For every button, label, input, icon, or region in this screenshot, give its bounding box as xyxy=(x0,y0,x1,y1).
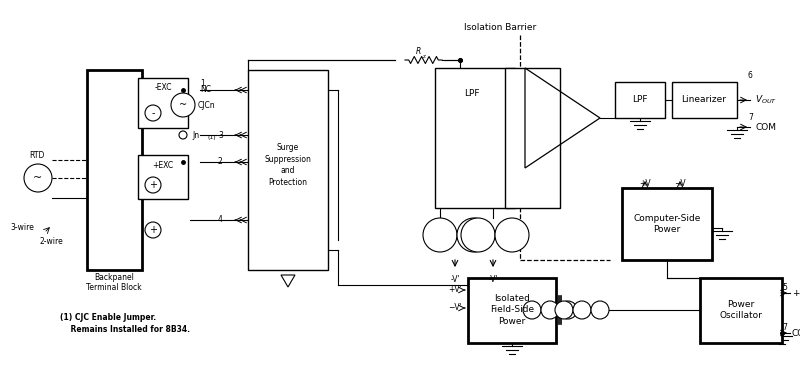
Text: −V': −V' xyxy=(448,304,462,312)
Bar xyxy=(505,68,560,208)
Text: COM: COM xyxy=(792,329,800,337)
Circle shape xyxy=(145,177,161,193)
Text: LPF: LPF xyxy=(632,96,648,105)
Text: R: R xyxy=(415,47,421,57)
Bar xyxy=(672,82,737,118)
Text: -EXC: -EXC xyxy=(154,84,172,92)
Text: 7: 7 xyxy=(782,322,787,332)
Circle shape xyxy=(559,301,577,319)
Text: CJCn: CJCn xyxy=(198,100,216,110)
Bar xyxy=(445,75,500,113)
Text: ~: ~ xyxy=(179,100,187,110)
Bar xyxy=(87,70,142,270)
Text: 1: 1 xyxy=(200,78,205,88)
Text: (1): (1) xyxy=(207,134,216,139)
Text: −V: −V xyxy=(674,178,686,188)
Text: 3-wire: 3-wire xyxy=(10,223,34,233)
Circle shape xyxy=(495,218,529,252)
Circle shape xyxy=(457,218,491,252)
Bar xyxy=(248,70,328,270)
Text: Backpanel: Backpanel xyxy=(94,273,134,283)
Text: 2: 2 xyxy=(218,158,222,166)
Bar xyxy=(435,68,515,208)
Circle shape xyxy=(591,301,609,319)
Circle shape xyxy=(423,218,457,252)
Text: -V': -V' xyxy=(488,276,498,284)
Text: +: + xyxy=(149,180,157,190)
Circle shape xyxy=(171,93,195,117)
Circle shape xyxy=(573,301,591,319)
Bar xyxy=(468,278,556,343)
Circle shape xyxy=(24,164,52,192)
Bar xyxy=(138,78,188,128)
Text: -V': -V' xyxy=(450,276,460,284)
Text: Isolated
Field-Side
Power: Isolated Field-Side Power xyxy=(490,294,534,326)
Text: 7: 7 xyxy=(748,113,753,123)
Text: Linearizer: Linearizer xyxy=(682,96,726,105)
Text: NC: NC xyxy=(200,85,211,95)
Text: Computer-Side
Power: Computer-Side Power xyxy=(634,214,701,234)
Text: Surge
Suppression
and
Protection: Surge Suppression and Protection xyxy=(265,143,311,187)
Text: 6: 6 xyxy=(748,71,753,81)
Bar xyxy=(138,155,188,199)
Text: z: z xyxy=(422,54,426,59)
Text: LPF: LPF xyxy=(464,89,480,99)
Text: Terminal Block: Terminal Block xyxy=(86,283,142,293)
Circle shape xyxy=(461,218,495,252)
Text: COM: COM xyxy=(755,123,776,131)
Text: -: - xyxy=(151,108,154,118)
Text: Jn: Jn xyxy=(192,131,199,139)
Text: (1) CJC Enable Jumper.: (1) CJC Enable Jumper. xyxy=(60,314,156,322)
Text: Isolation Barrier: Isolation Barrier xyxy=(464,24,536,32)
Text: Remains Installed for 8B34.: Remains Installed for 8B34. xyxy=(60,326,190,335)
Text: +: + xyxy=(149,225,157,235)
Text: +V': +V' xyxy=(448,286,462,294)
Text: 5: 5 xyxy=(782,283,787,291)
Bar xyxy=(700,278,782,343)
Text: 2-wire: 2-wire xyxy=(40,237,64,247)
Circle shape xyxy=(179,131,187,139)
Text: +5VDC: +5VDC xyxy=(792,289,800,297)
Circle shape xyxy=(555,301,573,319)
Text: ~: ~ xyxy=(34,173,42,183)
Text: 4: 4 xyxy=(218,216,223,224)
Text: RTD: RTD xyxy=(30,152,45,160)
Circle shape xyxy=(523,301,541,319)
Circle shape xyxy=(145,105,161,121)
Text: $V_{OUT}$: $V_{OUT}$ xyxy=(755,94,777,106)
Bar xyxy=(622,188,712,260)
Text: 3: 3 xyxy=(218,131,223,139)
Text: +EXC: +EXC xyxy=(153,160,174,170)
Circle shape xyxy=(541,301,559,319)
Text: Power
Oscillator: Power Oscillator xyxy=(719,300,762,320)
Bar xyxy=(615,82,665,118)
Text: +V: +V xyxy=(639,178,651,188)
Circle shape xyxy=(145,222,161,238)
